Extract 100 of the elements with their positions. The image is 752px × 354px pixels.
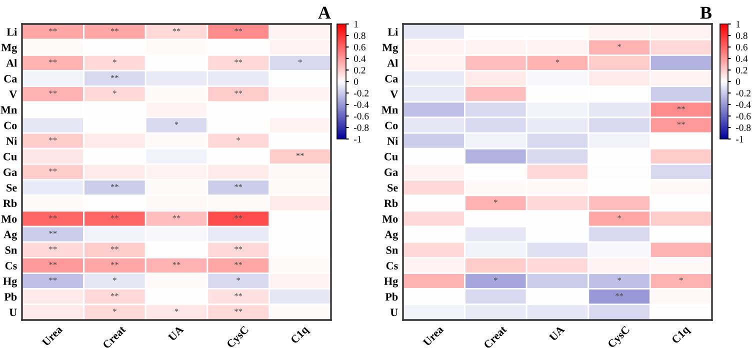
data-label: * [618,44,621,47]
y-tick-label: Hg [384,278,398,288]
y-tick-label: Ca [385,75,398,82]
data-label: ** [234,308,242,312]
y-tick-label: Se [388,184,398,192]
chart-title: B [700,6,712,19]
data-label: ** [616,293,624,296]
x-tick-label: Urea [42,325,63,347]
chart-title: A [318,6,331,19]
data-label: ** [234,262,242,266]
color-bar-label: 0.6 [736,44,748,51]
data-label: ** [234,293,242,296]
y-tick-label: Co [4,122,17,130]
data-label: ** [172,28,180,32]
data-label: * [236,278,240,281]
data-label: ** [49,262,57,266]
color-bar-label: 0.8 [736,32,748,40]
y-tick-label: Mn [0,106,17,114]
data-label: ** [49,28,57,32]
y-tick-label: Li [6,28,17,36]
data-label: * [618,215,621,218]
data-label: * [174,308,178,312]
y-tick-label: Se [6,184,17,192]
data-label: * [556,59,560,63]
y-tick-label: Ca [4,75,17,82]
data-label: * [618,278,621,281]
data-label: * [113,90,116,94]
x-tick-label: Urea [422,325,444,347]
data-label: ** [234,184,242,188]
y-tick-label: Ni [387,136,398,145]
data-label: ** [234,28,242,32]
color-bar-label: 0.6 [354,44,366,51]
color-bar-label: -0.4 [354,101,369,108]
data-label: * [494,278,498,281]
color-bar-label: -0.4 [736,101,751,108]
data-label: ** [172,215,180,218]
data-label: ** [110,262,118,266]
y-tick-label: Pb [385,292,398,301]
data-label: ** [49,90,57,94]
color-bar-label: 0.2 [736,66,748,74]
color-bar-label: -1 [736,136,744,142]
data-label: * [113,308,116,312]
color-bar-label: -0.2 [736,90,750,97]
color-bar-label: 0 [736,78,740,85]
x-tick-label: UA [168,325,184,342]
y-tick-label: U [9,308,17,316]
data-label: ** [677,122,685,125]
y-tick-label: Ag [4,230,18,241]
data-label: ** [110,75,118,78]
data-label: ** [49,59,57,63]
data-label: * [298,59,302,63]
x-tick-label: C1q [671,325,692,346]
color-bar-label: -0.8 [736,124,751,132]
y-tick-label: Pb [4,292,17,301]
color-bar-label: 0 [354,78,358,85]
data-label: ** [234,59,242,63]
color-bar-label: 0.2 [354,66,366,74]
y-tick-label: Cu [384,152,398,160]
color-bar-label: -0.2 [354,90,368,97]
data-label: ** [110,215,118,218]
data-label: ** [110,28,118,32]
data-label: ** [49,230,57,234]
data-label: * [174,122,178,125]
y-tick-label: Cu [3,152,17,160]
data-label: ** [110,293,118,296]
data-label: ** [172,262,180,266]
data-label: * [236,137,240,140]
y-tick-label: Cs [386,262,398,270]
y-tick-label: Co [385,122,398,130]
x-tick-label: C1q [290,325,311,346]
y-tick-label: Mg [382,44,398,54]
color-bar-label: -0.8 [354,124,369,132]
y-tick-label: Al [6,59,17,67]
y-tick-label: Mn [382,106,398,114]
data-label: ** [234,215,242,218]
y-tick-label: Ga [3,168,17,176]
y-tick-label: U [390,308,398,316]
y-tick-label: Li [388,28,398,36]
data-label: ** [49,278,57,281]
data-label: * [113,59,116,63]
color-bar-label: 0.8 [354,32,366,40]
data-label: * [113,278,116,281]
color-bar-label: 1 [354,20,358,28]
color-bar-label: 0.4 [354,55,366,62]
data-label: * [679,278,683,281]
x-tick-label: UA [548,325,566,342]
data-label: ** [234,246,242,250]
data-label: ** [296,152,304,156]
data-label: ** [110,246,118,250]
y-tick-label: Rb [384,199,398,208]
data-label: ** [49,168,57,172]
data-label: ** [677,106,685,110]
y-tick-label: Sn [5,246,17,254]
data-label: * [494,200,498,203]
y-tick-label: V [9,90,18,98]
color-bar-label: 1 [736,20,740,28]
y-tick-label: V [390,90,398,98]
data-label: ** [49,137,57,140]
y-tick-label: Rb [3,199,17,208]
y-tick-label: Mo [382,215,398,223]
